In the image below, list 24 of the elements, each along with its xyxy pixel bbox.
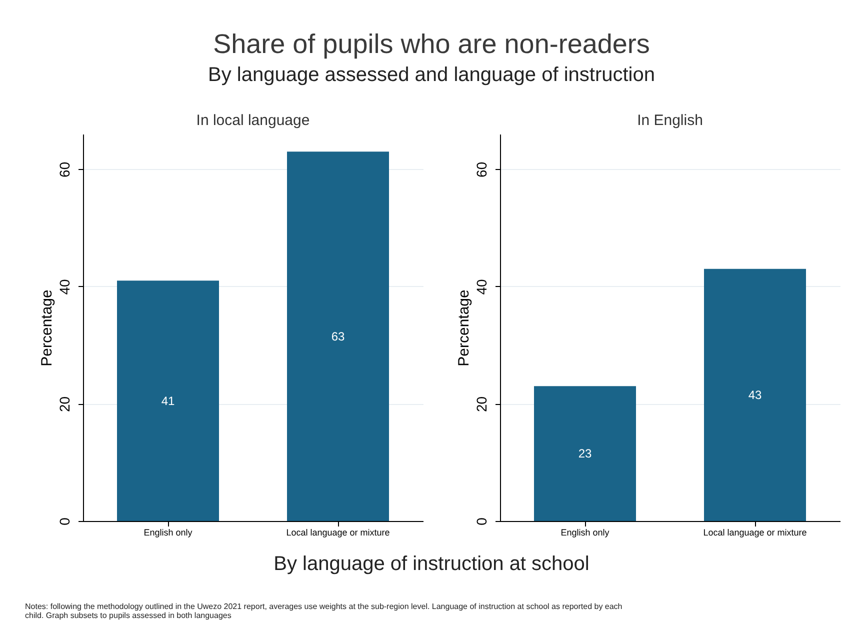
text: Notes: following the methodology outlined in the Uwezo 2021 report, averages use weights at the sub-region level. Language of instruction at school as reported by each child. Graph subsets to pupils assessed in both languages xyxy=(25,602,624,620)
text: By language of instruction at school xyxy=(272,553,590,576)
y-tick-label: 20 xyxy=(474,396,490,412)
x-tick-label: Local language or mixture xyxy=(703,528,807,538)
y-axis-title: Percentage xyxy=(38,290,56,366)
y-axis-title: Percentage xyxy=(456,290,472,366)
data-label: 63 xyxy=(331,329,345,344)
x-tick-label: Local language or mixture xyxy=(286,528,390,538)
chart-title: In local language xyxy=(196,112,310,129)
y-tick-label: 60 xyxy=(474,162,490,178)
text: By language assessed and language of instruction xyxy=(207,63,656,88)
chart-title: In English xyxy=(637,112,703,129)
y-tick-label: 60 xyxy=(56,162,72,178)
y-tick-label: 40 xyxy=(56,278,72,295)
data-label: 23 xyxy=(578,446,592,461)
x-tick-label: English only xyxy=(560,528,610,538)
data-label: 41 xyxy=(161,394,175,408)
x-tick-label: English only xyxy=(144,528,193,538)
y-tick-label: 0 xyxy=(56,517,72,526)
y-tick-label: 40 xyxy=(474,278,490,295)
data-label: 43 xyxy=(748,388,762,402)
y-tick-label: 0 xyxy=(474,517,490,526)
y-tick-label: 20 xyxy=(56,396,72,412)
text: Share of pupils who are non-readers xyxy=(212,28,651,60)
